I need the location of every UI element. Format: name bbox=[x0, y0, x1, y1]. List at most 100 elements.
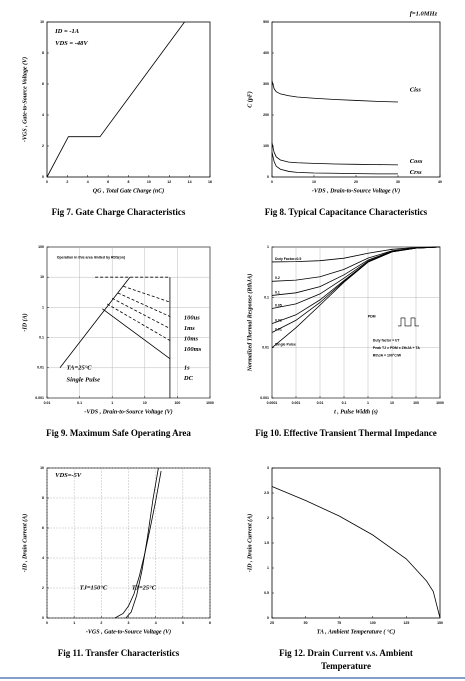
x-tick-label: 100 bbox=[413, 401, 419, 405]
x-tick-label: 150 bbox=[437, 621, 443, 625]
y-tick-label: 0 bbox=[267, 616, 269, 620]
series-line bbox=[271, 246, 441, 348]
x-axis-label: QG , Total Gate Charge (nC) bbox=[93, 187, 164, 194]
series-label: Coss bbox=[410, 158, 423, 165]
x-tick-label: 4 bbox=[155, 621, 157, 625]
x-tick-label: 8 bbox=[128, 180, 130, 184]
x-tick-label: 0.01 bbox=[317, 401, 324, 405]
y-axis-label: -ID (A) bbox=[21, 313, 28, 331]
x-tick-label: 50 bbox=[304, 621, 308, 625]
series-line bbox=[271, 246, 441, 282]
y-tick-label: 200 bbox=[263, 113, 269, 117]
y-tick-label: 0.1 bbox=[264, 295, 269, 299]
series-label: Duty Factor=0.5 bbox=[275, 257, 301, 261]
x-axis-label: t , Pulse Width (s) bbox=[334, 408, 378, 415]
y-tick-label: 0.1 bbox=[39, 336, 44, 340]
x-tick-label: 1000 bbox=[436, 401, 444, 405]
series-line bbox=[271, 246, 441, 263]
y-tick-label: 1.5 bbox=[264, 541, 269, 545]
x-tick-label: 1 bbox=[111, 401, 113, 405]
annotation: Operation in this area limited by RDS(on… bbox=[57, 255, 125, 259]
series-line bbox=[271, 152, 398, 175]
y-tick-label: 0.001 bbox=[35, 396, 44, 400]
y-tick-label: 400 bbox=[263, 51, 269, 55]
y-tick-label: 4 bbox=[42, 556, 44, 560]
x-tick-label: 10 bbox=[143, 401, 147, 405]
x-tick-label: 14 bbox=[188, 180, 192, 184]
x-tick-label: 0.1 bbox=[342, 401, 347, 405]
series-line bbox=[271, 142, 399, 166]
x-axis-label: TA , Ambient Temperature ( °C) bbox=[317, 628, 396, 635]
y-tick-label: 0 bbox=[42, 616, 44, 620]
x-tick-label: 25 bbox=[270, 621, 274, 625]
series-line bbox=[125, 467, 159, 619]
pulse-inset bbox=[398, 317, 419, 327]
series-label: 1s bbox=[184, 364, 190, 371]
x-tick-label: 1 bbox=[367, 401, 369, 405]
y-tick-label: 1 bbox=[267, 245, 269, 249]
annotation: VDS = -48V bbox=[55, 40, 88, 47]
series-label: 100ms bbox=[184, 346, 202, 353]
x-tick-label: 40 bbox=[438, 180, 442, 184]
series-line bbox=[112, 297, 171, 329]
x-axis-label: -VDS , Drain-to-Source Voltage (V) bbox=[84, 408, 172, 415]
x-tick-label: 100 bbox=[174, 401, 180, 405]
x-tick-label: 1 bbox=[73, 621, 75, 625]
figure-caption: Fig 12. Drain Current v.s. Ambient Tempe… bbox=[279, 648, 413, 671]
x-tick-label: 0 bbox=[46, 180, 48, 184]
y-axis-label: -ID , Drain Current (A) bbox=[246, 514, 253, 573]
y-tick-label: 0.01 bbox=[37, 366, 44, 370]
x-tick-label: 75 bbox=[337, 621, 341, 625]
y-tick-label: 2.5 bbox=[264, 491, 269, 495]
annotation: RthJA = 100°C/W bbox=[373, 354, 402, 358]
x-tick-label: 0.01 bbox=[44, 401, 51, 405]
series-label: 0.02 bbox=[275, 319, 282, 323]
y-tick-label: 2 bbox=[267, 516, 269, 520]
x-tick-label: 6 bbox=[107, 180, 109, 184]
x-tick-label: 0.0001 bbox=[267, 401, 278, 405]
x-tick-label: 1000 bbox=[206, 401, 214, 405]
series-label: Ciss bbox=[410, 87, 422, 94]
series-label: 0.2 bbox=[275, 276, 280, 280]
x-tick-label: 10 bbox=[390, 401, 394, 405]
annotation: ID = -1A bbox=[54, 28, 80, 35]
x-tick-label: 125 bbox=[403, 621, 409, 625]
x-tick-label: 12 bbox=[167, 180, 171, 184]
x-tick-label: 100 bbox=[370, 621, 376, 625]
y-axis-label: C (pF) bbox=[246, 91, 253, 108]
series-line bbox=[123, 285, 171, 303]
series-label: 1ms bbox=[184, 325, 195, 332]
series-label: DC bbox=[183, 375, 194, 382]
y-tick-label: 2 bbox=[42, 586, 44, 590]
x-tick-label: 6 bbox=[209, 621, 211, 625]
annotation: VDS=-5V bbox=[55, 472, 82, 479]
annotation: Duty factor = t/T bbox=[373, 339, 401, 343]
series-label: 100us bbox=[184, 314, 200, 321]
y-tick-label: 3 bbox=[267, 466, 269, 470]
y-tick-label: 8 bbox=[42, 51, 44, 55]
series-line bbox=[102, 308, 171, 360]
series-label: 0.05 bbox=[275, 303, 282, 307]
y-tick-label: 10 bbox=[40, 466, 44, 470]
x-tick-label: 10 bbox=[147, 180, 151, 184]
x-tick-label: 0 bbox=[46, 621, 48, 625]
x-tick-label: 30 bbox=[396, 180, 400, 184]
annotation: f=1.0MHz bbox=[410, 11, 438, 18]
x-tick-label: 0.001 bbox=[292, 401, 301, 405]
annotation: Single Pulse bbox=[67, 376, 101, 383]
x-tick-label: 5 bbox=[182, 621, 184, 625]
y-tick-label: 0 bbox=[267, 175, 269, 179]
series-label: TJ=25°C bbox=[132, 584, 157, 591]
x-tick-label: 2 bbox=[100, 621, 102, 625]
y-tick-label: 1 bbox=[267, 566, 269, 570]
y-tick-label: 100 bbox=[38, 245, 44, 249]
series-line bbox=[59, 276, 131, 369]
y-tick-label: 8 bbox=[42, 496, 44, 500]
y-tick-label: 0.01 bbox=[262, 346, 269, 350]
y-tick-label: 0.001 bbox=[260, 396, 269, 400]
figure-caption: Fig 9. Maximum Safe Operating Area bbox=[46, 428, 191, 438]
y-axis-label: -ID , Drain Current (A) bbox=[21, 514, 28, 573]
x-tick-label: 20 bbox=[354, 180, 358, 184]
y-axis-label: Normalized Thermal Response (RthJA) bbox=[246, 274, 253, 373]
